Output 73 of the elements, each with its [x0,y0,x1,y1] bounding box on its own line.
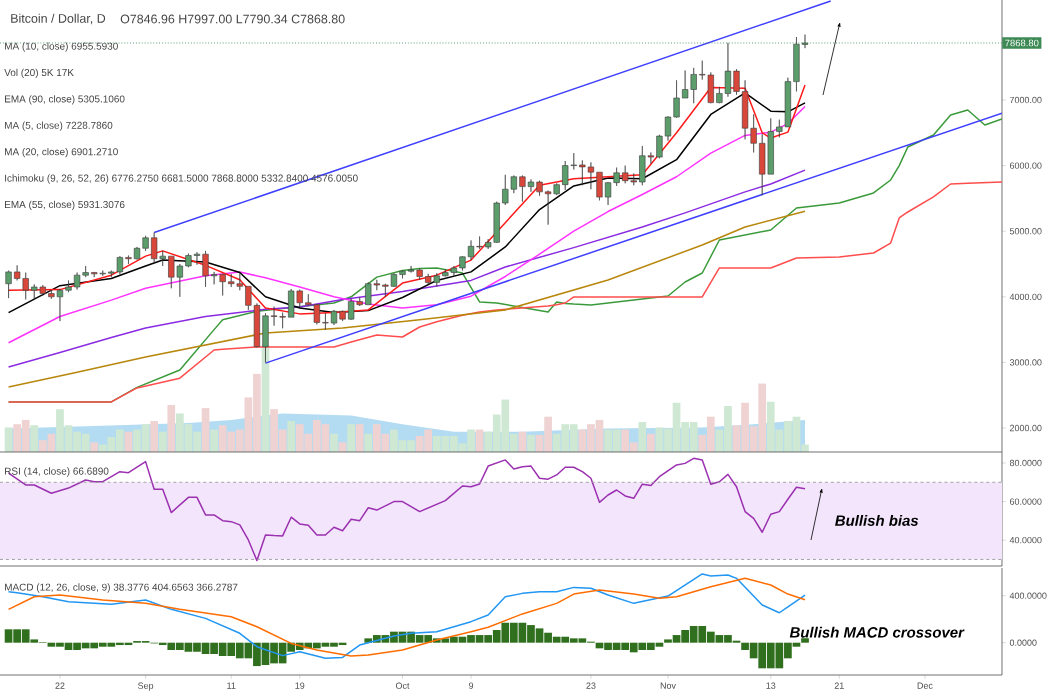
x-tick-label: Oct [395,682,410,689]
candlestick [596,171,603,201]
candlestick [656,134,663,159]
y-tick-label: 40.0000 [1009,536,1042,544]
candlestick [536,180,543,197]
bar [347,424,355,452]
bar [638,422,647,452]
y-tick-label: 6000.00 [1009,162,1042,169]
y-tick-label: 3000.00 [1009,359,1042,366]
candlestick [733,68,740,96]
annotation: EMA (55, close) 5931.3076 [5,200,125,211]
line-series [7,457,806,562]
candlestick [399,270,406,279]
candlestick [476,236,483,250]
bar [30,425,39,452]
bar [647,433,655,452]
line-series [7,210,806,388]
bar [210,429,218,452]
bar [150,420,159,452]
bar [90,442,99,452]
candlestick [793,36,800,92]
x-tick-label: 23 [586,682,596,689]
annotation: MACD (12, 26, close, 9) 38.3776 404.6563 366.2787 [5,583,238,593]
y-tick-label: 2000.00 [1009,424,1042,432]
bar [330,433,338,452]
annotation: MA (5, close) 7228.7860 [5,121,113,131]
y-tick-label: 60.0000 [1009,498,1042,505]
candlestick [330,309,338,326]
candlestick [202,250,209,288]
candlestick [467,240,475,261]
x-tick-label: 22 [55,682,65,689]
y-tick-label: 4000.00 [1009,293,1042,301]
candlestick [65,280,72,293]
bar [355,424,364,452]
x-tick-label: Dec [917,682,933,689]
candlestick [673,80,680,119]
y-tick-label: 80.0000 [1009,459,1042,467]
line-series [7,105,806,344]
x-tick-label: 9 [468,682,474,689]
annotation: RSI (14, close) 66.6890 [5,467,109,477]
bar [364,433,373,452]
text: Bitcoin / Dollar, D [11,13,106,25]
x-tick-label: Sep [138,682,154,691]
annotation: EMA (90, close) 5305.1060 [5,95,125,105]
candlestick [664,116,672,141]
x-tick-label: 13 [766,682,776,689]
y-tick-label: 5000.00 [1009,228,1042,235]
candlestick [125,255,132,265]
annotation: Ichimoku (9, 26, 52, 26) 6776.2750 6681.5000 7868.8000 5332.8400 4576.0050 [5,174,358,184]
bar [801,638,809,643]
bar [287,420,296,452]
candlestick [339,310,346,322]
y-tick-label: 400.0000 [1009,592,1047,599]
annotation: Vol (20) 5K 17K [4,68,74,79]
line-series [7,169,806,368]
x-tick-label: 11 [227,682,236,689]
x-tick-label: 19 [295,682,305,689]
bar [527,434,535,452]
annotation: Bullish MACD crossover [789,626,965,638]
ref-line-label: 7868.80 [1005,39,1039,47]
y-tick-label: 0.0000 [1009,639,1037,646]
candlestick [5,270,12,299]
bar [167,404,176,452]
candlestick [459,255,466,271]
bar [158,431,167,452]
annotation: MA (10, close) 6955.5930 [5,42,118,52]
annotation: Bullish bias [835,514,919,526]
x-tick-label: 21 [834,682,844,689]
x-tick-label: Nov [660,682,676,689]
text: O7846.96 H7997.00 L7790.34 C7868.80 [120,14,345,24]
y-tick-label: 7000.00 [1009,96,1042,104]
annotation: MA (20, close) 6901.2710 [5,147,118,158]
candlestick [322,312,329,330]
